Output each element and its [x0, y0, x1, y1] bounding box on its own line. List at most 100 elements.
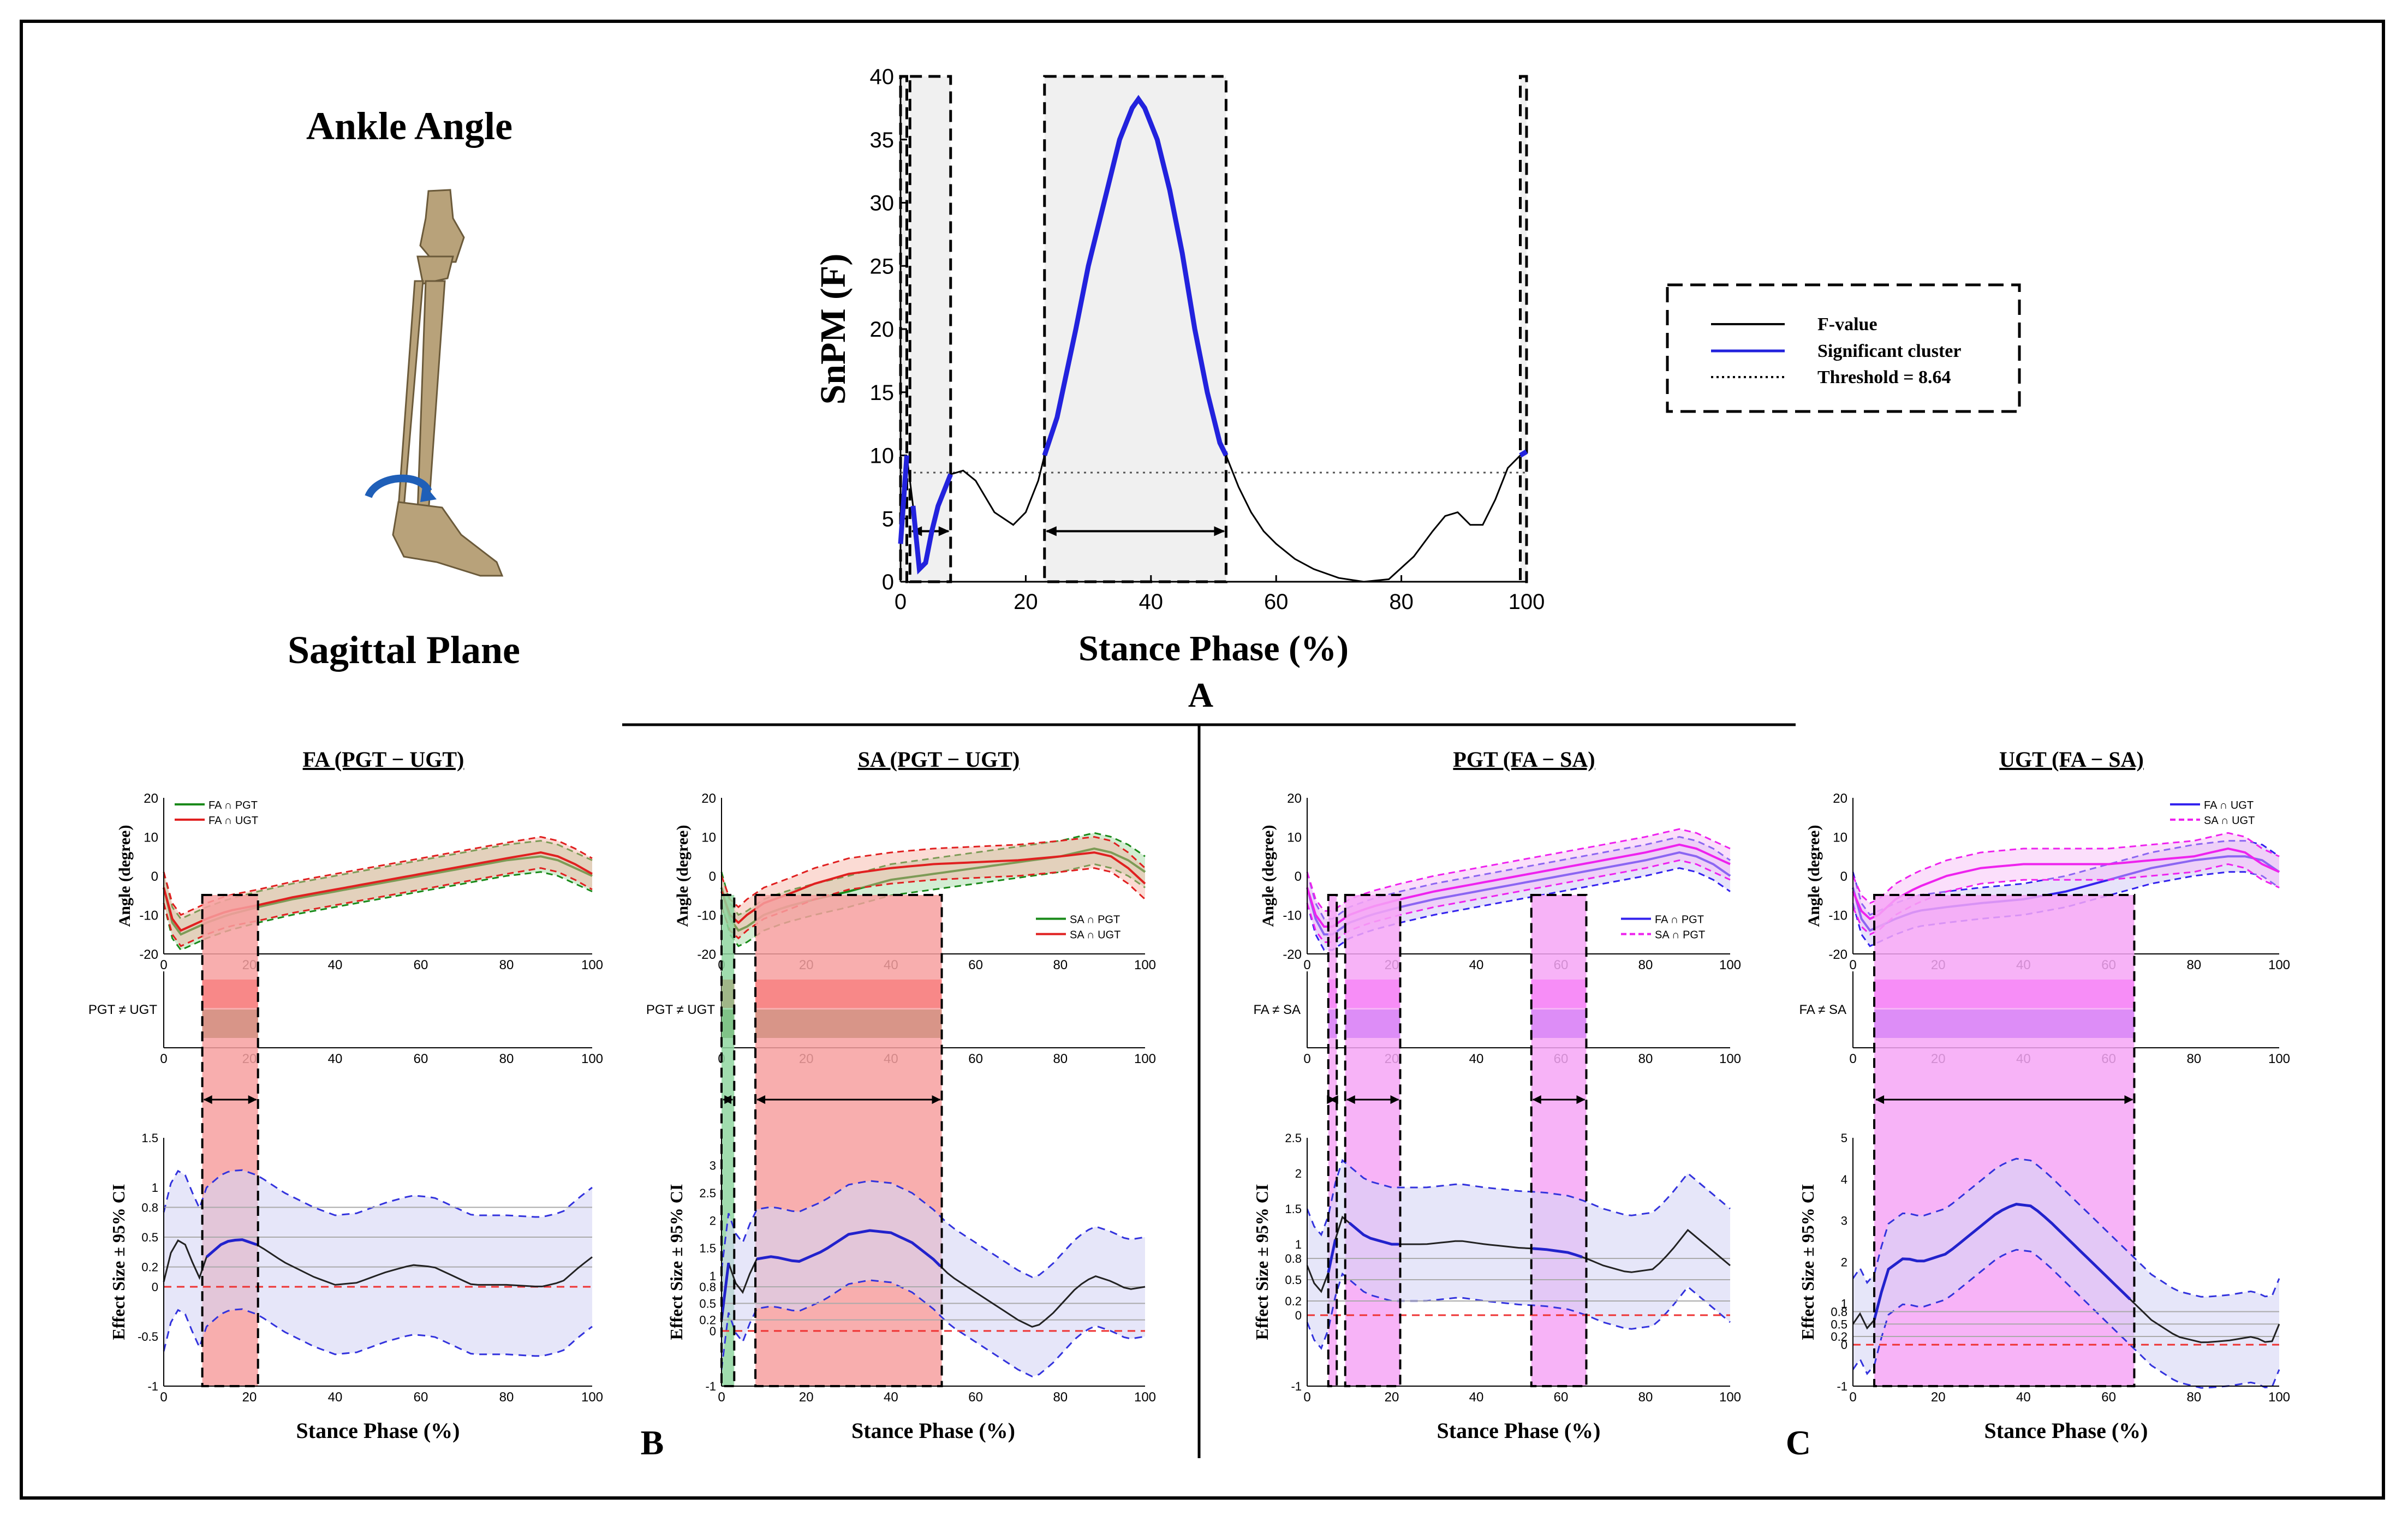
series-2-upper-ci — [163, 835, 593, 916]
angle-x-tick-label: 80 — [1638, 958, 1653, 972]
effect-size-lower-ci — [1852, 1249, 2280, 1389]
legend-label: FA ∩ UGT — [2204, 799, 2254, 811]
spm-x-tick-label: 40 — [328, 1052, 343, 1066]
angle-x-tick-label: 0 — [160, 958, 167, 972]
y-axis-label: SnPM (F) — [813, 254, 853, 405]
es-y-label: Effect Size ± 95% CI — [1798, 1184, 1817, 1340]
arrow-head-right — [938, 526, 950, 536]
angle-x-tick-label: 40 — [1469, 958, 1484, 972]
angle-y-tick-label: 10 — [144, 831, 158, 845]
angle-y-label: Angle (degree) — [116, 825, 134, 927]
es-x-tick-label: 40 — [1469, 1390, 1484, 1405]
y-tick-label: 5 — [882, 507, 894, 531]
es-y-tick-label: -1 — [1837, 1380, 1847, 1393]
panel-title: UGT (FA − SA) — [1999, 747, 2144, 772]
es-y-tick-label: 1.5 — [1285, 1202, 1302, 1216]
panel-letter-c: C — [1786, 1423, 1811, 1462]
angle-y-tick-label: -10 — [139, 909, 158, 923]
significant-region — [1531, 895, 1587, 1386]
spm-x-tick-label: 0 — [1303, 1052, 1310, 1066]
es-y-tick-label: 3 — [1841, 1214, 1847, 1228]
y-tick-label: 10 — [870, 444, 895, 468]
significant-cluster-line — [1519, 449, 1528, 458]
effect-size-significant — [756, 1229, 941, 1267]
es-y-tick-label: 4 — [1841, 1173, 1847, 1186]
effect-size-significant — [1533, 1247, 1583, 1258]
es-y-tick-label: -1 — [705, 1380, 716, 1393]
angle-x-tick-label: 100 — [2268, 958, 2290, 972]
series-1-upper-ci — [1852, 840, 2280, 916]
angle-x-tick-label: 60 — [414, 958, 428, 972]
arrow-head-right — [1327, 1095, 1336, 1104]
legend-sig-label: Significant cluster — [1817, 341, 1961, 361]
series-2-upper-ci — [720, 835, 1146, 909]
es-x-tick-label: 0 — [1303, 1390, 1310, 1405]
es-y-tick-label: 0.5 — [141, 1231, 158, 1244]
angle-y-tick-label: 20 — [1833, 791, 1847, 806]
effect-size-ci — [722, 1180, 1145, 1377]
es-y-tick-label: 5 — [1841, 1131, 1847, 1145]
angle-y-tick-label: -10 — [1283, 909, 1302, 923]
series-2-ci-band — [722, 837, 1145, 939]
x-axis-label: Stance Phase (%) — [1078, 629, 1349, 669]
series-2-upper-ci — [1852, 832, 2280, 904]
panel-title: FA (PGT − UGT) — [303, 747, 464, 772]
es-y-tick-label: -1 — [147, 1380, 158, 1393]
effect-size-significant — [1873, 1203, 2131, 1321]
significant-region — [1874, 895, 2135, 1386]
angle-y-tick-label: 0 — [1295, 869, 1302, 884]
es-y-tick-label: 0.8 — [141, 1201, 158, 1214]
angle-x-tick-label: 0 — [1849, 958, 1856, 972]
es-x-tick-label: 60 — [414, 1390, 428, 1405]
legend-label: SA ∩ UGT — [2204, 815, 2255, 827]
panel-ugt-fa-sa: UGT (FA − SA)-20-1001020020406080100Angl… — [1798, 747, 2290, 1443]
angle-x-tick-label: 80 — [1053, 958, 1068, 972]
spm-x-tick-label: 60 — [414, 1052, 428, 1066]
angle-x-tick-label: 100 — [1134, 958, 1156, 972]
significant-cluster-line — [898, 455, 909, 544]
es-y-tick-label: 3 — [710, 1159, 716, 1173]
angle-y-tick-label: 0 — [709, 869, 716, 884]
arrow-head-left — [203, 1095, 212, 1104]
angle-y-tick-label: -20 — [139, 947, 158, 962]
series-2-mean-line — [1852, 847, 2280, 921]
es-y-tick-label: 0.2 — [699, 1314, 716, 1327]
effect-size-lower-ci — [1306, 1272, 1731, 1350]
snpm-chart: 0 5 10 15 20 25 30 35 40 0 20 40 60 80 100 Stance Phase… — [813, 65, 1545, 669]
legend-label: FA ∩ PGT — [1655, 914, 1704, 926]
spm-row-label: PGT ≠ UGT — [88, 1002, 157, 1017]
es-y-tick-label: 1 — [710, 1269, 716, 1283]
spm-x-tick-label: 100 — [1719, 1052, 1741, 1066]
series-2-upper-ci — [1306, 828, 1731, 912]
es-y-tick-label: 0.2 — [1831, 1330, 1847, 1344]
y-tick-label: 20 — [870, 318, 895, 342]
cluster-box — [1043, 75, 1227, 583]
effect-size-significant — [1327, 1239, 1337, 1273]
effect-size-lower-ci — [720, 1279, 1146, 1377]
es-y-tick-label: 0.5 — [699, 1297, 716, 1310]
significant-cluster-line — [1042, 94, 1229, 457]
es-x-tick-label: 60 — [1554, 1390, 1569, 1405]
y-tick-label: 40 — [870, 65, 895, 89]
angle-y-label: Angle (degree) — [673, 825, 692, 927]
series-2-mean-line — [720, 851, 1146, 924]
spm-x-tick-label: 40 — [1469, 1052, 1484, 1066]
series-2-lower-ci — [163, 867, 593, 947]
arrow-head-right — [724, 1095, 734, 1104]
angle-y-tick-label: 10 — [1833, 831, 1847, 845]
series-1-upper-ci — [163, 840, 593, 920]
es-x-tick-label: 40 — [2016, 1390, 2031, 1405]
y-tick-label: 35 — [870, 128, 895, 152]
series-1-lower-ci — [163, 871, 593, 951]
es-y-tick-label: 0.2 — [1285, 1294, 1302, 1308]
es-y-tick-label: 1.5 — [699, 1242, 716, 1255]
cluster-box — [1519, 75, 1528, 583]
es-x-tick-label: 60 — [2101, 1390, 2116, 1405]
series-2-ci-band — [164, 837, 592, 946]
angle-x-tick-label: 100 — [1719, 958, 1741, 972]
es-y-tick-label: 2.5 — [1285, 1131, 1302, 1145]
effect-size-upper-ci — [163, 1169, 593, 1218]
spm-x-tick-label: 100 — [581, 1052, 603, 1066]
es-y-tick-label: 0 — [1841, 1338, 1847, 1352]
